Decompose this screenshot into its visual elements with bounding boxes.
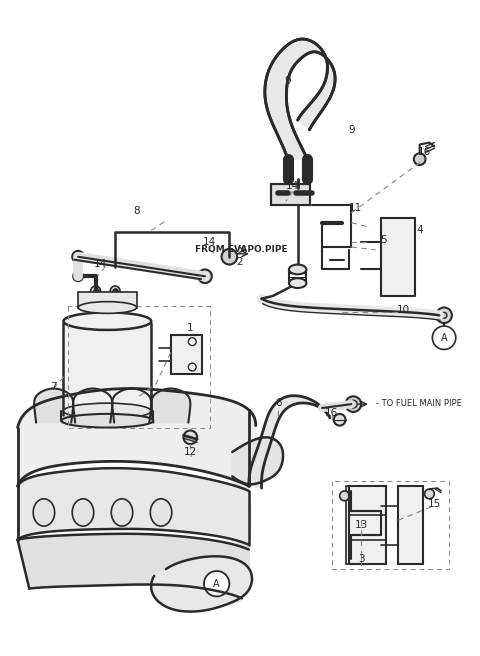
Ellipse shape xyxy=(289,264,306,274)
Text: 5: 5 xyxy=(380,235,387,245)
Text: 7: 7 xyxy=(50,382,57,392)
Bar xyxy=(171,335,202,374)
Polygon shape xyxy=(18,388,256,490)
Circle shape xyxy=(188,363,196,371)
Circle shape xyxy=(110,286,120,296)
Text: A: A xyxy=(213,579,220,588)
Bar xyxy=(78,292,137,308)
Text: 16: 16 xyxy=(325,408,338,418)
Ellipse shape xyxy=(289,278,306,288)
Polygon shape xyxy=(151,388,191,422)
Circle shape xyxy=(414,154,426,165)
Ellipse shape xyxy=(78,302,137,314)
Text: A: A xyxy=(441,333,447,342)
Text: 9: 9 xyxy=(348,125,355,135)
Text: 15: 15 xyxy=(428,499,441,508)
Polygon shape xyxy=(18,468,251,549)
Polygon shape xyxy=(232,438,283,484)
Text: - TO FUEL MAIN PIPE: - TO FUEL MAIN PIPE xyxy=(376,399,462,407)
Polygon shape xyxy=(249,396,330,488)
Ellipse shape xyxy=(33,499,55,526)
Circle shape xyxy=(432,326,456,350)
Polygon shape xyxy=(151,556,252,611)
Bar xyxy=(347,486,385,564)
Text: 9: 9 xyxy=(285,76,291,86)
Circle shape xyxy=(91,286,100,296)
Ellipse shape xyxy=(63,403,151,419)
Circle shape xyxy=(188,338,196,346)
Polygon shape xyxy=(18,534,249,602)
Text: 4: 4 xyxy=(416,226,423,236)
Circle shape xyxy=(424,489,434,499)
Text: 16: 16 xyxy=(418,148,431,157)
Circle shape xyxy=(222,249,237,264)
Text: 8: 8 xyxy=(133,206,140,216)
Text: 14: 14 xyxy=(203,237,216,247)
Circle shape xyxy=(346,396,361,412)
Ellipse shape xyxy=(61,414,153,428)
Text: 1: 1 xyxy=(187,323,193,333)
Polygon shape xyxy=(112,388,151,422)
Bar xyxy=(271,184,311,205)
Polygon shape xyxy=(34,388,73,422)
Text: 2: 2 xyxy=(236,256,242,266)
Text: 12: 12 xyxy=(184,447,197,457)
Bar xyxy=(63,323,151,415)
Text: FROM EVAPO.PIPE: FROM EVAPO.PIPE xyxy=(195,245,288,255)
Circle shape xyxy=(441,312,447,318)
Circle shape xyxy=(183,430,197,444)
Text: 14: 14 xyxy=(286,180,300,190)
Ellipse shape xyxy=(63,312,151,330)
Ellipse shape xyxy=(150,499,172,526)
Text: 10: 10 xyxy=(396,306,409,316)
Bar xyxy=(381,218,415,296)
Circle shape xyxy=(73,272,83,281)
Circle shape xyxy=(198,270,212,283)
Ellipse shape xyxy=(72,499,94,526)
Circle shape xyxy=(436,308,452,323)
Circle shape xyxy=(334,414,346,426)
Circle shape xyxy=(72,251,84,262)
Circle shape xyxy=(204,571,229,596)
Bar xyxy=(398,486,422,564)
Text: 6: 6 xyxy=(275,398,281,408)
Text: 3: 3 xyxy=(358,554,364,564)
Polygon shape xyxy=(265,39,335,159)
Circle shape xyxy=(340,491,349,501)
Text: 11: 11 xyxy=(348,203,362,213)
Polygon shape xyxy=(73,388,112,422)
Ellipse shape xyxy=(111,499,133,526)
Circle shape xyxy=(349,400,357,408)
Text: 13: 13 xyxy=(355,520,368,530)
Text: 14: 14 xyxy=(94,258,107,268)
